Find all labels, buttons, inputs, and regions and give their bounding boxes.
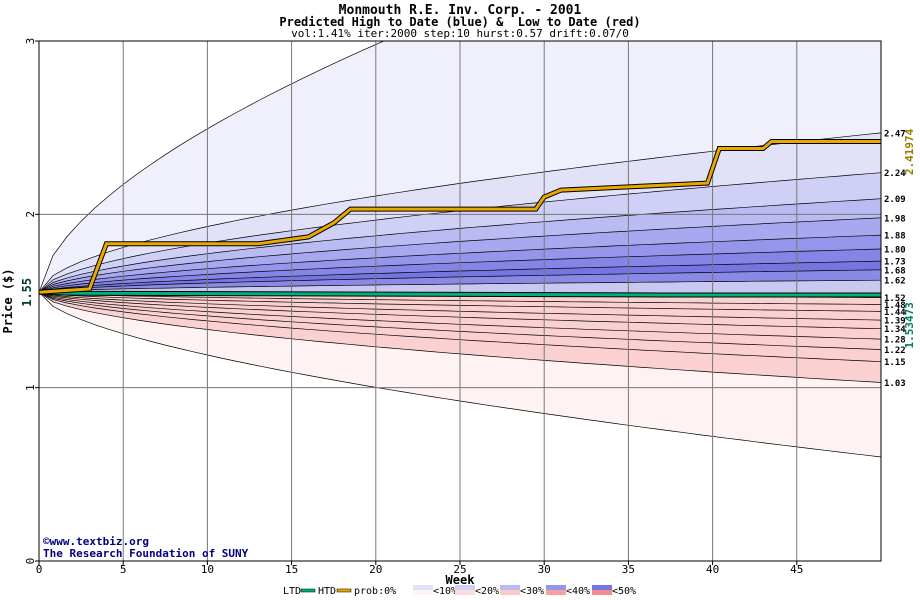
legend-prob-label-3: <30% (520, 586, 544, 597)
start-price-label: 1.55 (20, 278, 34, 307)
high-level-label-9: 1.52 (884, 294, 906, 304)
legend-prob-swatch-high-1 (413, 585, 433, 590)
low-level-label-2: 1.39 (884, 317, 906, 327)
legend-prob-swatch-high-3 (500, 585, 520, 590)
legend-prob-label-2: <20% (475, 586, 499, 597)
legend-htd-swatch (336, 588, 352, 593)
y-axis-label: Price ($) (1, 268, 15, 333)
high-level-label-7: 1.68 (884, 266, 906, 276)
credit-line2: The Research Foundation of SUNY (43, 547, 249, 560)
high-level-label-0: 2.47 (884, 129, 906, 139)
legend-prob-swatch-high-4 (546, 585, 566, 590)
x-tick-label-35: 35 (622, 563, 635, 576)
low-level-label-7: 1.03 (884, 379, 906, 389)
x-tick-label-45: 45 (790, 563, 803, 576)
ltd-end-label: 1.53473 (903, 302, 916, 348)
x-tick-label-5: 5 (120, 563, 127, 576)
credit-line1: ©www.textbiz.org (43, 535, 149, 548)
legend-prob-label-0: prob:0% (354, 586, 396, 597)
x-axis-label: Week (446, 573, 476, 587)
high-level-label-3: 1.98 (884, 214, 906, 224)
y-tick-label-0: 0 (24, 558, 37, 565)
legend-prob-swatch-low-4 (546, 590, 566, 595)
legend-prob-swatch-high-2 (455, 585, 475, 590)
legend-ltd-label: LTD (283, 586, 301, 597)
high-level-label-4: 1.88 (884, 232, 906, 242)
x-tick-label-0: 0 (36, 563, 43, 576)
legend-prob-swatch-low-2 (455, 590, 475, 595)
htd-line (39, 140, 881, 294)
legend-prob-swatch-low-1 (413, 590, 433, 595)
legend-prob-label-4: <40% (566, 586, 590, 597)
legend-prob-label-5: <50% (612, 586, 636, 597)
y-tick-label-1: 1 (24, 384, 37, 391)
low-level-label-0: 1.48 (884, 301, 906, 311)
chart-subtitle: Predicted High to Date (blue) & Low to D… (279, 15, 641, 29)
high-level-label-1: 2.24 (884, 169, 906, 179)
chart-params: vol:1.41% iter:2000 step:10 hurst:0.57 d… (291, 27, 629, 40)
high-level-label-8: 1.62 (884, 277, 906, 287)
htd-end-label: 2.41974 (903, 128, 916, 175)
legend-prob-label-1: <10% (433, 586, 457, 597)
x-tick-label-30: 30 (538, 563, 551, 576)
x-tick-label-10: 10 (201, 563, 214, 576)
legend-prob-swatch-low-5 (592, 590, 612, 595)
legend-htd-label: HTD (318, 586, 336, 597)
legend-prob-swatch-high-5 (592, 585, 612, 590)
x-tick-label-20: 20 (369, 563, 382, 576)
low-level-label-1: 1.44 (884, 308, 906, 318)
low-level-label-3: 1.34 (884, 325, 906, 335)
legend-ltd-swatch (300, 588, 316, 593)
legend-prob-swatch-low-3 (500, 590, 520, 595)
chart-title: Monmouth R.E. Inv. Corp. - 2001 (338, 3, 582, 18)
x-tick-label-40: 40 (706, 563, 719, 576)
high-level-label-6: 1.73 (884, 258, 906, 268)
y-tick-label-2: 2 (24, 211, 37, 218)
low-level-label-5: 1.22 (884, 346, 906, 356)
low-level-label-6: 1.15 (884, 358, 906, 368)
low-level-label-4: 1.28 (884, 336, 906, 346)
high-band-line-0 (39, 41, 385, 293)
plot-area (39, 41, 881, 561)
x-tick-label-25: 25 (453, 563, 466, 576)
y-tick-label-3: 3 (24, 38, 37, 45)
high-level-label-2: 2.09 (884, 195, 906, 205)
high-level-label-5: 1.80 (884, 246, 906, 256)
x-tick-label-15: 15 (285, 563, 298, 576)
